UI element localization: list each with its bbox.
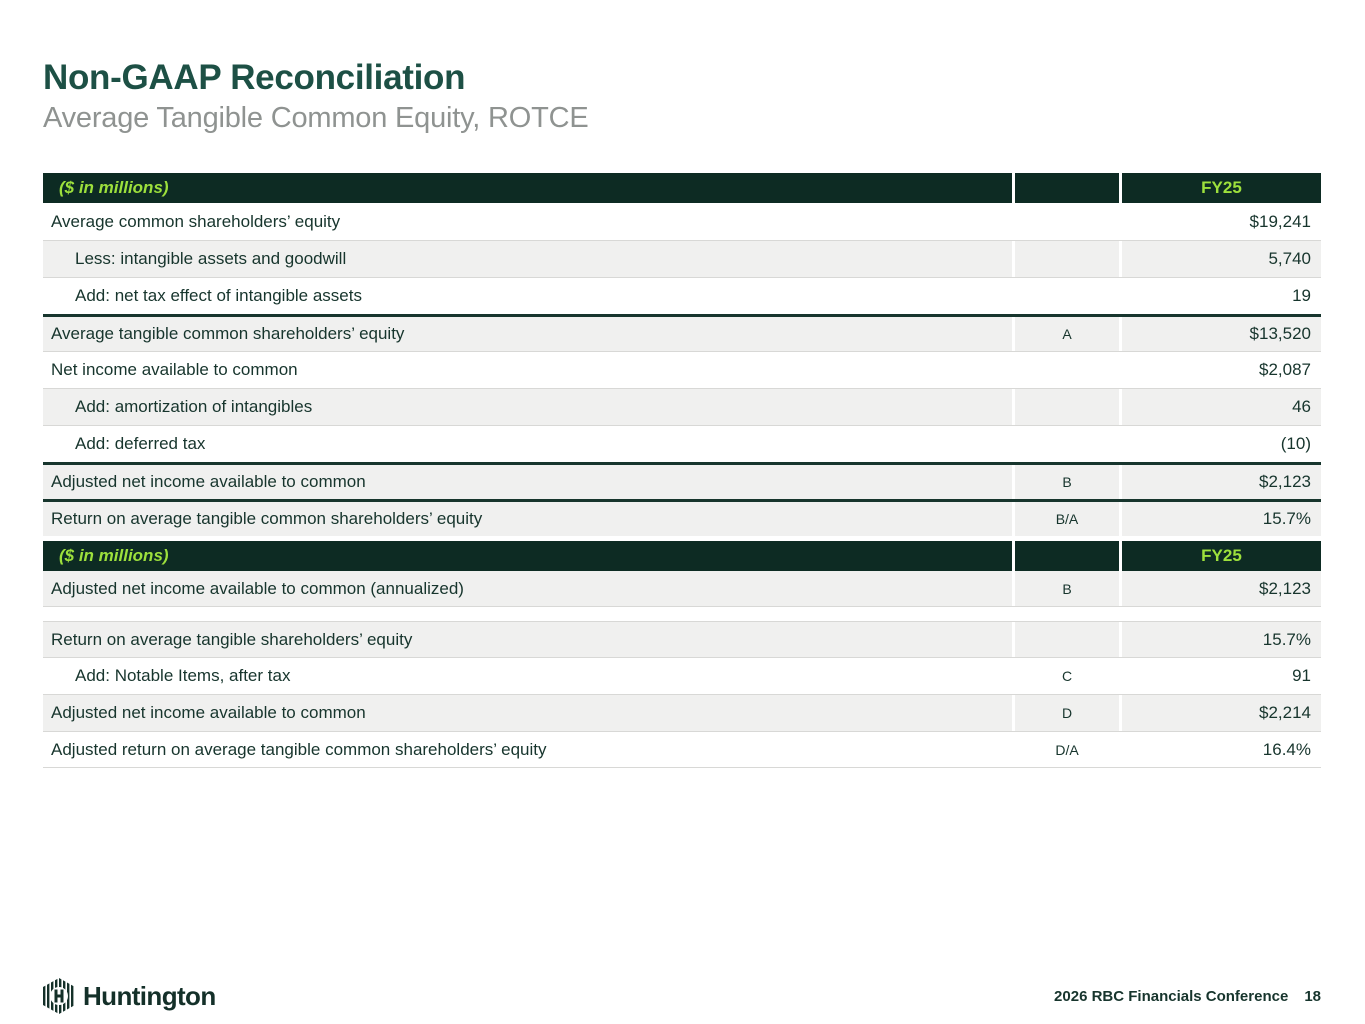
table-row: Adjusted net income available to common … bbox=[43, 694, 1321, 731]
header-ref-cell bbox=[1015, 541, 1119, 571]
row-value: $19,241 bbox=[1122, 203, 1321, 240]
footer-conference-label: 2026 RBC Financials Conference bbox=[1054, 987, 1289, 1005]
header-ref-cell bbox=[1015, 173, 1119, 203]
table-header: ($ in millions) FY25 bbox=[43, 541, 1321, 571]
row-label: Adjusted return on average tangible comm… bbox=[43, 732, 1012, 767]
reconciliation-table-rotce: ($ in millions) FY25 Average common shar… bbox=[43, 173, 1321, 536]
row-ref: D/A bbox=[1015, 732, 1119, 767]
table-row: Return on average tangible shareholders’… bbox=[43, 621, 1321, 657]
row-value: 19 bbox=[1122, 278, 1321, 314]
title-block: Non-GAAP Reconciliation Average Tangible… bbox=[43, 58, 589, 136]
page-title: Non-GAAP Reconciliation bbox=[43, 58, 466, 97]
row-label: Average tangible common shareholders’ eq… bbox=[43, 317, 1012, 351]
row-label: Adjusted net income available to common … bbox=[43, 571, 1012, 606]
table-row: Return on average tangible common shareh… bbox=[43, 499, 1321, 536]
row-ref: B bbox=[1015, 571, 1119, 606]
header-period-label: FY25 bbox=[1122, 173, 1321, 203]
row-value: $2,123 bbox=[1122, 571, 1321, 606]
row-ref: D bbox=[1015, 695, 1119, 731]
row-value: $2,087 bbox=[1122, 352, 1321, 388]
row-ref: B bbox=[1015, 465, 1119, 499]
footer: Huntington 2026 RBC Financials Conferenc… bbox=[43, 976, 1321, 1016]
reconciliation-tables: ($ in millions) FY25 Average common shar… bbox=[43, 173, 1321, 768]
table-spacer bbox=[43, 607, 1321, 621]
huntington-hexagon-icon bbox=[43, 978, 74, 1014]
row-ref bbox=[1015, 622, 1119, 657]
row-value: 5,740 bbox=[1122, 241, 1321, 277]
row-value: 46 bbox=[1122, 389, 1321, 425]
row-value: 15.7% bbox=[1122, 502, 1321, 536]
table-row: Adjusted net income available to common … bbox=[43, 571, 1321, 607]
table-row: Less: intangible assets and goodwill 5,7… bbox=[43, 240, 1321, 277]
huntington-logo: Huntington bbox=[43, 978, 216, 1014]
row-value: 15.7% bbox=[1122, 622, 1321, 657]
row-value: $2,123 bbox=[1122, 465, 1321, 499]
row-value: (10) bbox=[1122, 426, 1321, 462]
row-label: Return on average tangible common shareh… bbox=[43, 502, 1012, 536]
row-ref bbox=[1015, 241, 1119, 277]
table-row: Average tangible common shareholders’ eq… bbox=[43, 314, 1321, 351]
table-header: ($ in millions) FY25 bbox=[43, 173, 1321, 203]
table-row: Adjusted return on average tangible comm… bbox=[43, 731, 1321, 768]
table-row: Add: net tax effect of intangible assets… bbox=[43, 277, 1321, 314]
row-value: $2,214 bbox=[1122, 695, 1321, 731]
header-period-label: FY25 bbox=[1122, 541, 1321, 571]
row-label: Add: net tax effect of intangible assets bbox=[43, 278, 1012, 314]
row-label: Add: deferred tax bbox=[43, 426, 1012, 462]
row-label: Average common shareholders’ equity bbox=[43, 203, 1012, 240]
header-units-label: ($ in millions) bbox=[43, 541, 1012, 571]
row-label: Add: Notable Items, after tax bbox=[43, 658, 1012, 694]
reconciliation-table-adjusted-rotce: ($ in millions) FY25 Adjusted net income… bbox=[43, 541, 1321, 768]
footer-page-number: 18 bbox=[1304, 987, 1321, 1005]
row-ref: B/A bbox=[1015, 502, 1119, 536]
row-ref: C bbox=[1015, 658, 1119, 694]
row-ref bbox=[1015, 426, 1119, 462]
row-ref bbox=[1015, 352, 1119, 388]
page-subtitle: Average Tangible Common Equity, ROTCE bbox=[43, 102, 589, 135]
row-label: Adjusted net income available to common bbox=[43, 695, 1012, 731]
table-row: Average common shareholders’ equity $19,… bbox=[43, 203, 1321, 240]
row-label: Less: intangible assets and goodwill bbox=[43, 241, 1012, 277]
huntington-wordmark: Huntington bbox=[83, 980, 216, 1011]
row-ref bbox=[1015, 278, 1119, 314]
row-ref bbox=[1015, 389, 1119, 425]
footer-right: 2026 RBC Financials Conference 18 bbox=[1054, 988, 1321, 1005]
row-value: $13,520 bbox=[1122, 317, 1321, 351]
table-row: Add: deferred tax (10) bbox=[43, 425, 1321, 462]
row-ref: A bbox=[1015, 317, 1119, 351]
table-row: Adjusted net income available to common … bbox=[43, 462, 1321, 499]
row-label: Adjusted net income available to common bbox=[43, 465, 1012, 499]
header-units-label: ($ in millions) bbox=[43, 173, 1012, 203]
row-ref bbox=[1015, 203, 1119, 240]
table-row: Net income available to common $2,087 bbox=[43, 351, 1321, 388]
row-label: Add: amortization of intangibles bbox=[43, 389, 1012, 425]
row-label: Net income available to common bbox=[43, 352, 1012, 388]
table-row: Add: amortization of intangibles 46 bbox=[43, 388, 1321, 425]
table-row: Add: Notable Items, after tax C 91 bbox=[43, 657, 1321, 694]
row-label: Return on average tangible shareholders’… bbox=[43, 622, 1012, 657]
row-value: 16.4% bbox=[1122, 732, 1321, 767]
row-value: 91 bbox=[1122, 658, 1321, 694]
